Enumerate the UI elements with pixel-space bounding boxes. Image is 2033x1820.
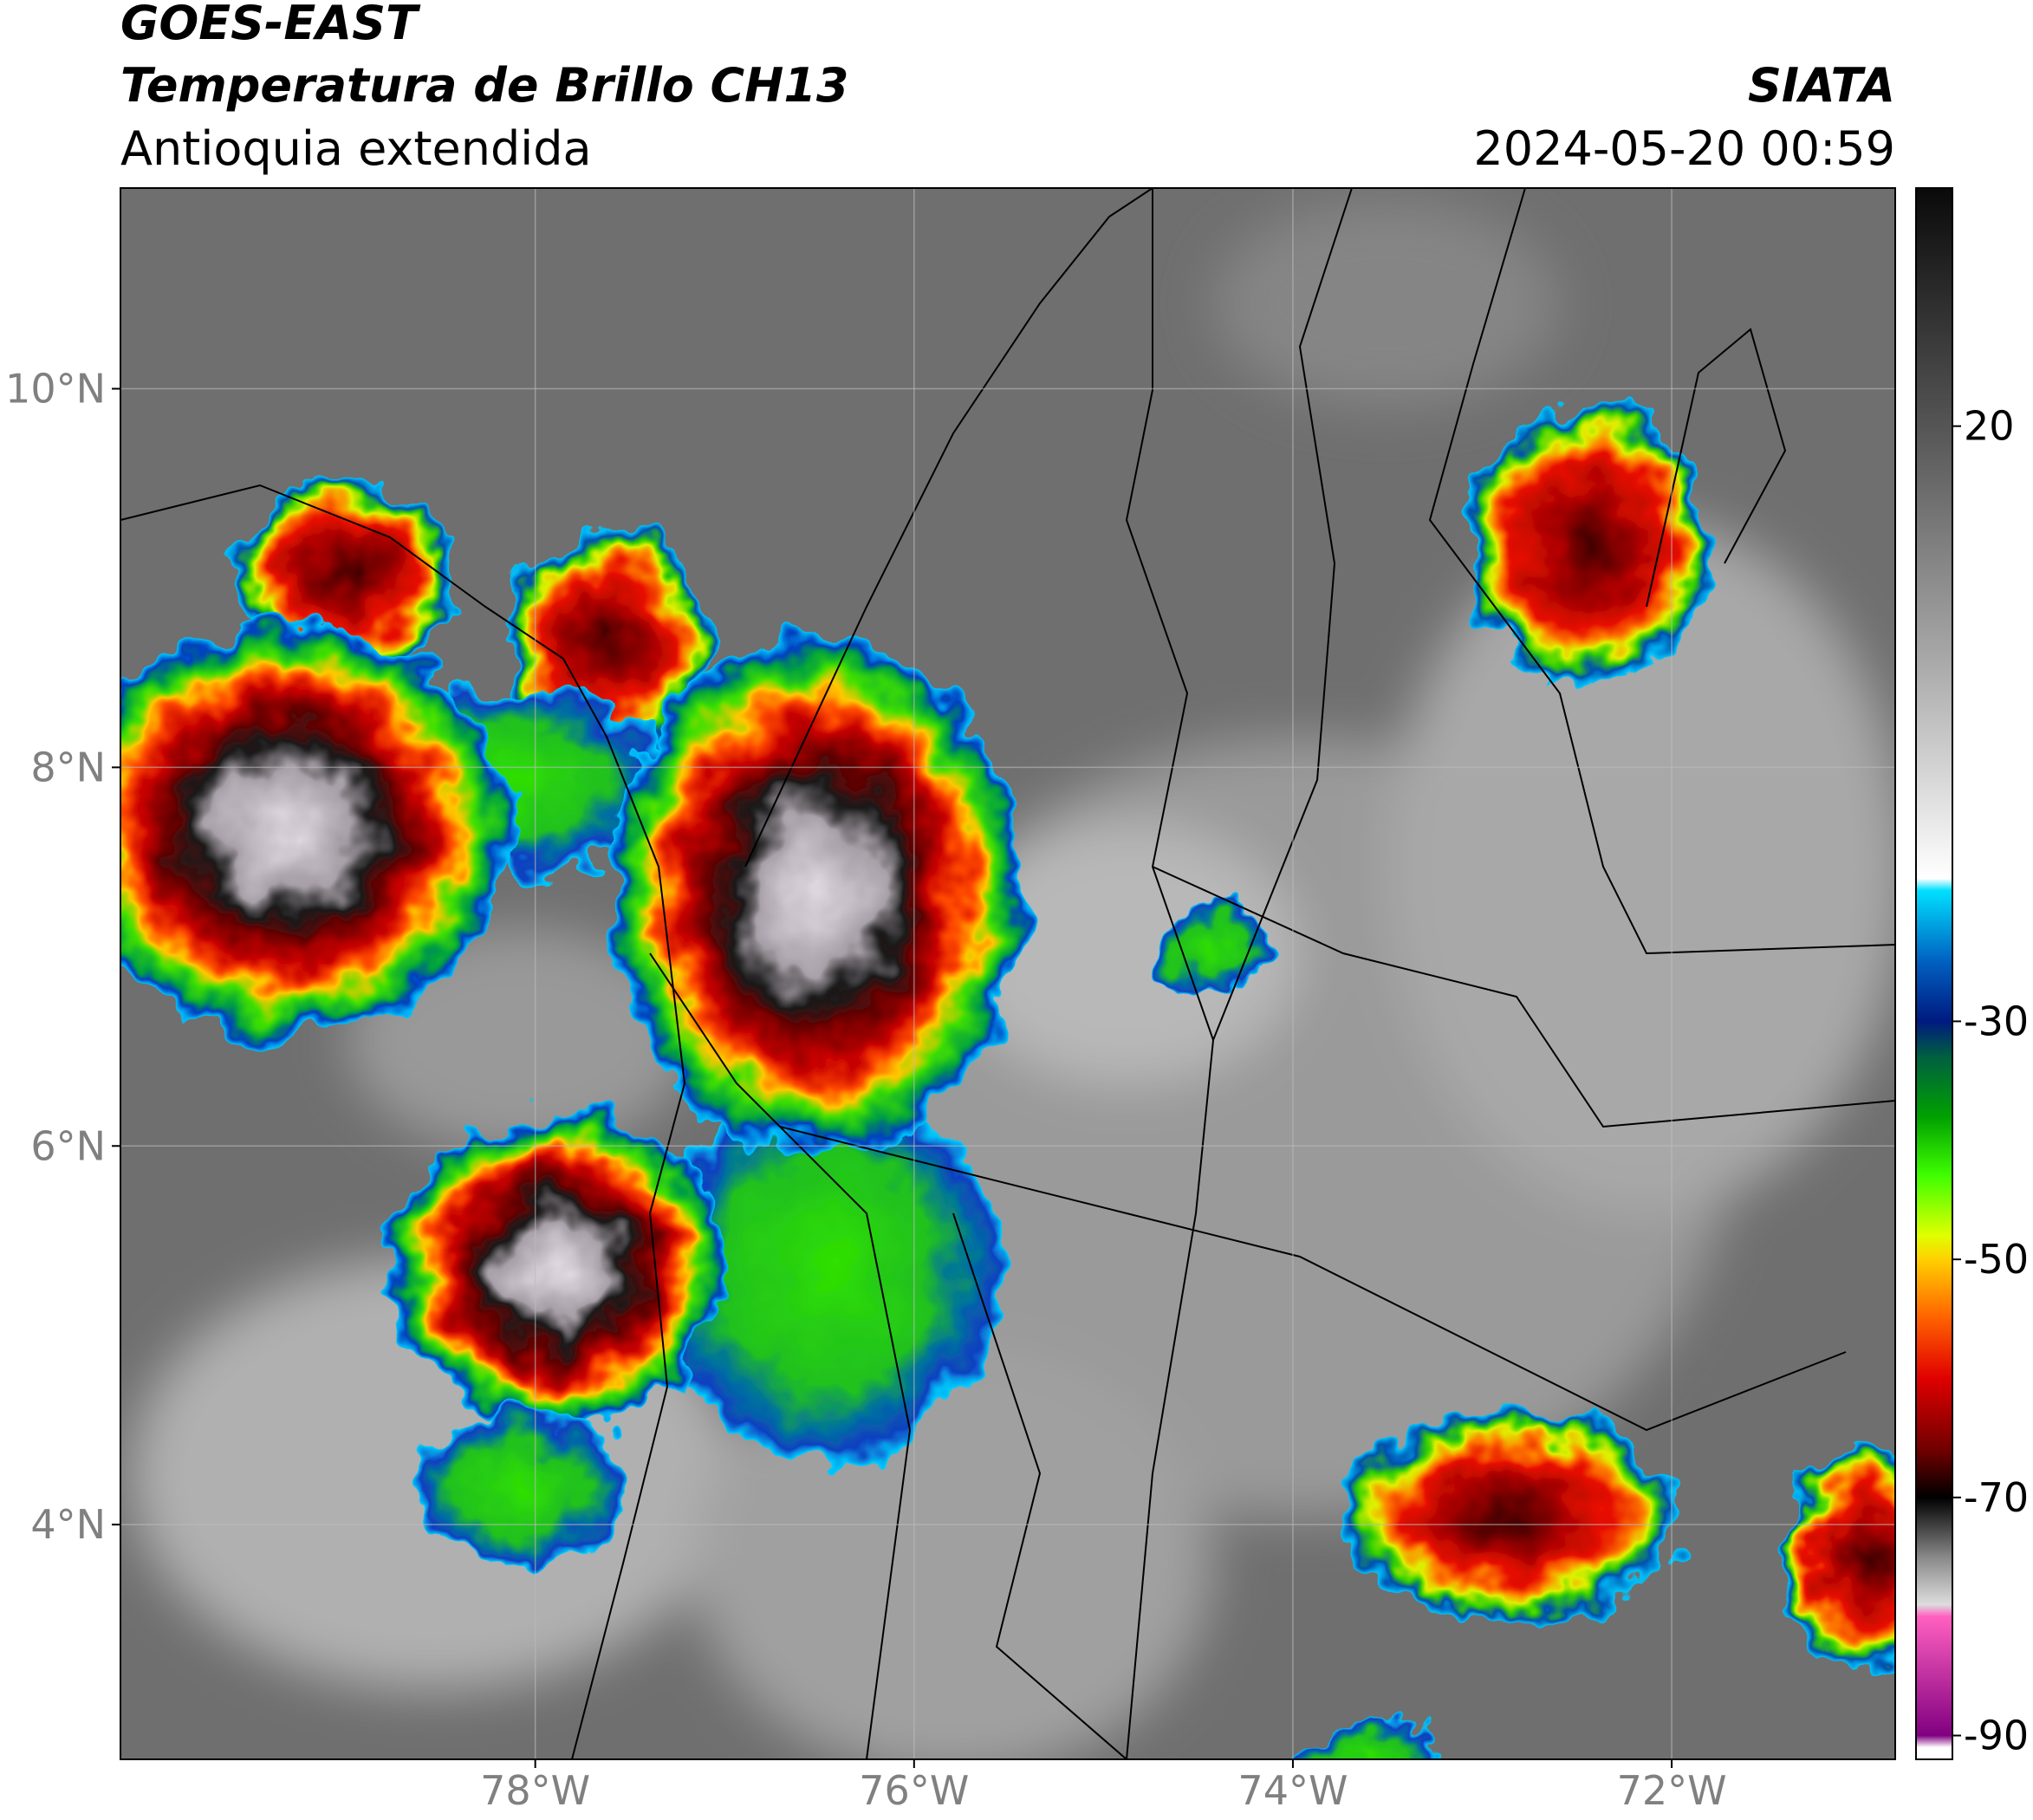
colorbar-tick-label: -90 — [1964, 1713, 2029, 1759]
map-frame — [120, 187, 1896, 1760]
colorbar-tick-label: -50 — [1964, 1236, 2029, 1283]
map-image — [120, 188, 1895, 1759]
graticule — [120, 188, 1895, 1759]
lat-tick-label: 6°N — [30, 1122, 106, 1169]
lat-tick-label: 10°N — [5, 366, 106, 413]
region-subtitle: Antioquia extendida — [120, 121, 592, 176]
borders — [120, 188, 1895, 1759]
storm-cells — [120, 406, 1895, 1759]
source-label: SIATA — [1748, 58, 1895, 113]
lon-tick-label: 76°W — [859, 1767, 969, 1814]
lat-tick-label: 8°N — [30, 744, 106, 790]
colorbar-tick-label: -70 — [1964, 1474, 2029, 1521]
lon-tick-label: 78°W — [480, 1767, 590, 1814]
axis-ticks: 78°W 76°W 74°W 72°W 10°N 8°N 6°N 4°N — [5, 366, 1727, 1814]
lon-tick-label: 72°W — [1617, 1767, 1727, 1814]
lon-tick-label: 74°W — [1237, 1767, 1348, 1814]
colorbar-tick-label: -30 — [1964, 998, 2029, 1044]
satellite-title: GOES-EAST — [120, 0, 421, 50]
lat-tick-label: 4°N — [30, 1501, 106, 1548]
cloud-field — [130, 199, 1895, 1759]
product-title: Temperatura de Brillo CH13 — [120, 58, 849, 113]
colorbar-tick-label: 20 — [1964, 403, 2015, 450]
colorbar — [1915, 187, 1953, 1760]
datetime-label: 2024-05-20 00:59 — [1473, 121, 1895, 176]
